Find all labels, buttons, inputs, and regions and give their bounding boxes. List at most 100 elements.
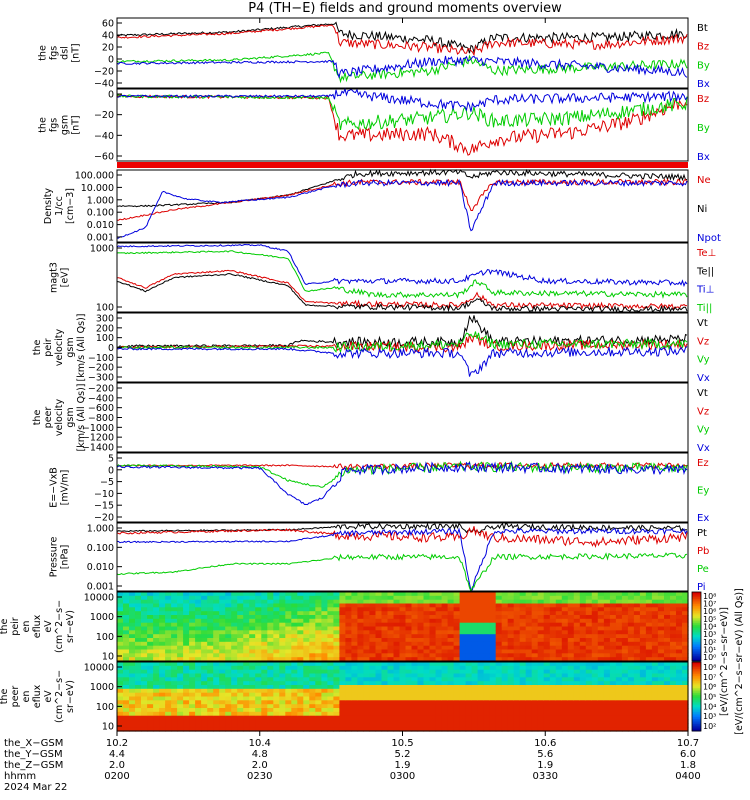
spectrogram-cell <box>183 653 190 658</box>
spectrogram-cell <box>327 662 334 667</box>
spectrogram-cell <box>195 607 202 612</box>
spectrogram-cell <box>609 704 617 709</box>
spectrogram-cell <box>513 715 521 721</box>
spectrogram-cell <box>351 599 358 605</box>
spectrogram-cell <box>423 692 431 698</box>
spectrogram-cell <box>555 681 563 686</box>
spectrogram-cell <box>177 630 184 635</box>
spectrogram-cell <box>459 715 467 721</box>
spectrogram-cell <box>333 618 340 624</box>
spectrogram-cell <box>549 685 557 690</box>
spectrogram-cell <box>639 599 647 605</box>
spectrogram-cell <box>627 630 635 635</box>
spectrogram-cell <box>117 638 124 643</box>
spectrogram-cell <box>153 727 160 732</box>
spectrogram-cell <box>513 700 521 705</box>
spectrogram-cell <box>471 645 479 651</box>
spectrogram-cell <box>333 630 340 635</box>
spectrogram-cell <box>297 673 304 678</box>
spectrogram-cell <box>513 688 521 694</box>
spectrogram-cell <box>153 653 160 658</box>
spectrogram-cell <box>153 700 160 705</box>
spectrogram-cell <box>345 727 352 732</box>
spectrogram-cell <box>501 645 509 651</box>
spectrogram-cell <box>201 704 208 709</box>
spectrogram-cell <box>429 622 437 628</box>
spectrogram-cell <box>585 618 593 624</box>
spectrogram-cell <box>423 649 431 654</box>
spectrogram-cell <box>417 719 425 724</box>
spectrogram-cell <box>621 727 629 732</box>
spectrogram-cell <box>351 607 358 612</box>
spectrogram-cell <box>291 615 298 620</box>
spectrogram-cell <box>243 719 250 724</box>
spectrogram-cell <box>273 688 280 694</box>
spectrogram-cell <box>591 653 599 658</box>
spectrogram-cell <box>345 592 352 597</box>
spectrogram-cell <box>165 622 172 628</box>
spectrogram-cell <box>441 653 449 658</box>
spectrogram-cell <box>603 595 611 601</box>
spectrogram-cell <box>525 715 533 721</box>
spectrogram-cell <box>159 700 166 705</box>
ephemeris-value: 1.9 <box>537 760 553 771</box>
spectrogram-cell <box>195 592 202 597</box>
spectrogram-cell <box>670 622 677 628</box>
spectrogram-cell <box>483 603 491 608</box>
spectrogram-cell <box>177 599 184 605</box>
spectrogram-cell <box>537 653 545 658</box>
spectrogram-cell <box>543 723 551 728</box>
spectrogram-cell <box>423 607 431 612</box>
spectrogram-cell <box>189 653 196 658</box>
spectrogram-cell <box>525 727 533 732</box>
spectrogram-cell <box>375 599 383 605</box>
spectrogram-cell <box>351 622 358 628</box>
spectrogram-cell <box>627 653 635 658</box>
spectrogram-cell <box>579 688 587 694</box>
spectrogram-cell <box>273 673 280 678</box>
spectrogram-cell <box>135 708 142 713</box>
spectrogram-cell <box>603 611 611 616</box>
spectrogram-cell <box>183 611 190 616</box>
spectrogram-cell <box>670 595 677 601</box>
spectrogram-cell <box>459 653 467 658</box>
spectrogram-cell <box>585 595 593 601</box>
spectrogram-cell <box>219 692 226 698</box>
spectrogram-cell <box>591 618 599 624</box>
spectrogram-cell <box>135 649 142 654</box>
spectrogram-cell <box>129 681 136 686</box>
spectrogram-cell <box>519 630 527 635</box>
spectrogram-cell <box>543 634 551 639</box>
spectrogram-cell <box>591 641 599 647</box>
spectrogram-cell <box>573 708 581 713</box>
spectrogram-cell <box>267 638 274 643</box>
spectrogram-cell <box>405 673 413 678</box>
spectrogram-cell <box>429 688 437 694</box>
spectrogram-cell <box>267 657 274 662</box>
spectrogram-cell <box>633 727 641 732</box>
spectrogram-cell <box>165 665 172 671</box>
spectrogram-cell <box>225 692 232 698</box>
spectrogram-cell <box>525 618 533 624</box>
spectrogram-cell <box>513 599 521 605</box>
spectrogram-cell <box>189 603 196 608</box>
spectrogram-cell <box>597 665 605 671</box>
spectrogram-cell <box>333 599 340 605</box>
spectrogram-cell <box>429 711 437 717</box>
spectrogram-cell <box>459 611 467 616</box>
spectrogram-cell <box>345 719 352 724</box>
spectrogram-cell <box>177 719 184 724</box>
spectrogram-cell <box>664 665 671 671</box>
spectrogram-cell <box>597 638 605 643</box>
spectrogram-cell <box>405 653 413 658</box>
spectrogram-cell <box>519 681 527 686</box>
spectrogram-cell <box>333 638 340 643</box>
spectrogram-cell <box>489 626 497 631</box>
spectrogram-cell <box>135 607 142 612</box>
spectrogram-cell <box>447 603 455 608</box>
spectrogram-cell <box>177 592 184 597</box>
spectrogram-cell <box>117 641 124 647</box>
spectrogram-cell <box>195 715 202 721</box>
spectrogram-cell <box>327 673 334 678</box>
spectrogram-cell <box>207 727 214 732</box>
